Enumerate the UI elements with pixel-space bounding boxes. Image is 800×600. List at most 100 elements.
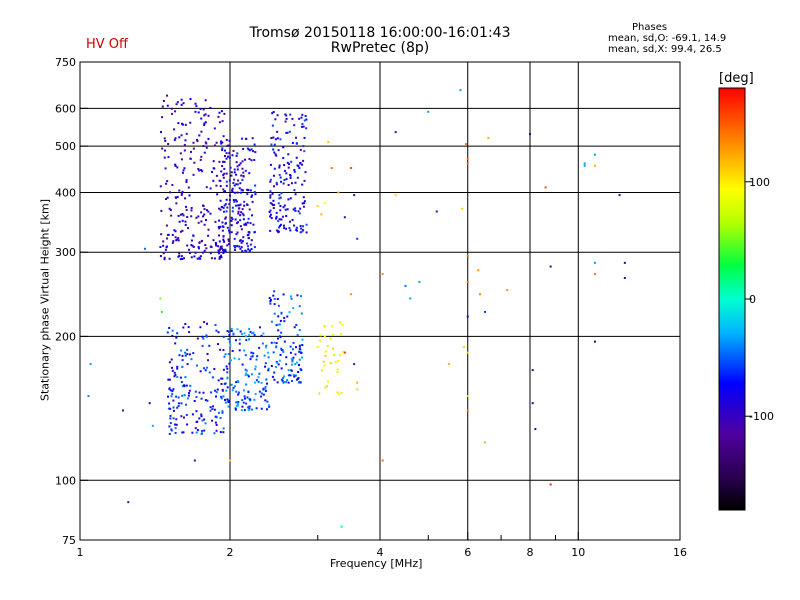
data-point-29	[178, 252, 181, 255]
data-point-83	[163, 156, 166, 159]
data-point-665	[172, 417, 175, 420]
data-point-637	[278, 225, 281, 228]
data-point-526	[300, 116, 303, 119]
data-point-857	[254, 368, 257, 371]
data-point-361	[239, 182, 242, 185]
data-point-752	[222, 427, 225, 430]
data-point-1027	[300, 312, 303, 315]
data-point-283	[231, 187, 234, 190]
data-point-1064	[273, 297, 276, 300]
data-point-175	[217, 115, 220, 118]
data-point-1016	[279, 336, 282, 339]
data-point-451	[249, 243, 252, 246]
data-point-697	[217, 331, 220, 334]
data-point-1036	[295, 323, 298, 326]
data-point-358	[233, 244, 236, 247]
data-point-1068	[285, 363, 288, 366]
data-point-444	[233, 237, 236, 240]
data-point-331	[252, 223, 255, 226]
data-point-207	[202, 205, 205, 208]
data-point-459	[235, 245, 238, 248]
data-point-853	[244, 368, 247, 371]
data-point-1136	[159, 297, 162, 300]
data-point-875	[226, 367, 229, 370]
data-point-1035	[269, 300, 272, 303]
data-point-943	[250, 408, 253, 411]
data-point-1061	[298, 348, 301, 351]
data-point-176	[175, 196, 178, 199]
data-point-864	[246, 373, 249, 376]
data-point-374	[242, 214, 245, 217]
data-point-21	[176, 101, 179, 104]
data-point-1	[201, 251, 204, 254]
data-point-474	[245, 203, 248, 206]
data-point-288	[225, 184, 228, 187]
data-point-939	[256, 355, 259, 358]
data-point-556	[291, 141, 294, 144]
data-point-460	[236, 191, 239, 194]
data-point-48	[177, 237, 180, 240]
data-point-548	[270, 137, 273, 140]
data-point-224	[203, 249, 206, 252]
data-point-910	[234, 339, 237, 342]
data-point-801	[200, 397, 203, 400]
data-point-641	[278, 197, 281, 200]
data-point-117	[160, 209, 163, 212]
data-point-186	[212, 167, 215, 170]
data-point-602	[299, 207, 302, 210]
data-point-422	[254, 193, 257, 196]
data-point-194	[184, 139, 187, 142]
data-point-98	[187, 186, 190, 189]
data-point-669	[183, 394, 186, 397]
data-point-419	[249, 189, 252, 192]
data-point-462	[253, 246, 256, 249]
data-point-211	[183, 167, 186, 170]
data-point-983	[276, 381, 279, 384]
data-point-921	[252, 331, 255, 334]
data-point-472	[247, 231, 250, 234]
data-point-490	[304, 171, 307, 174]
hv-status-label: HV Off	[86, 37, 128, 52]
data-point-688	[168, 425, 171, 428]
data-point-1047	[291, 348, 294, 351]
data-point-790	[188, 392, 191, 395]
y-tick-label-5: 500	[55, 140, 76, 153]
data-point-554	[273, 151, 276, 154]
data-point-313	[248, 149, 251, 152]
data-point-426	[226, 226, 229, 229]
data-point-635	[289, 174, 292, 177]
data-point-209	[177, 122, 180, 125]
data-point-402	[236, 152, 239, 155]
data-point-68	[175, 202, 178, 205]
data-point-1202	[340, 525, 343, 528]
data-point-1190	[549, 265, 552, 268]
data-point-714	[201, 429, 204, 432]
data-point-989	[273, 290, 276, 293]
data-point-242	[207, 234, 210, 237]
data-point-849	[258, 346, 261, 349]
data-point-1042	[296, 333, 299, 336]
data-point-1073	[270, 364, 273, 367]
data-point-37	[168, 207, 171, 210]
data-point-254	[198, 241, 201, 244]
data-point-744	[212, 405, 215, 408]
data-point-359	[223, 149, 226, 152]
data-point-1187	[531, 402, 534, 405]
data-point-672	[215, 391, 218, 394]
data-point-325	[225, 157, 228, 160]
data-point-809	[200, 432, 203, 435]
data-point-1126	[326, 345, 329, 348]
data-point-376	[248, 157, 251, 160]
data-point-78	[185, 179, 188, 182]
data-point-332	[242, 218, 245, 221]
data-point-129	[199, 107, 202, 110]
data-point-493	[269, 201, 272, 204]
data-point-55	[190, 209, 193, 212]
data-point-722	[221, 377, 224, 380]
data-point-62	[178, 189, 181, 192]
data-point-54	[162, 244, 165, 247]
data-point-1089	[288, 311, 291, 314]
data-point-1013	[290, 363, 293, 366]
data-point-518	[301, 183, 304, 186]
data-point-684	[175, 395, 178, 398]
